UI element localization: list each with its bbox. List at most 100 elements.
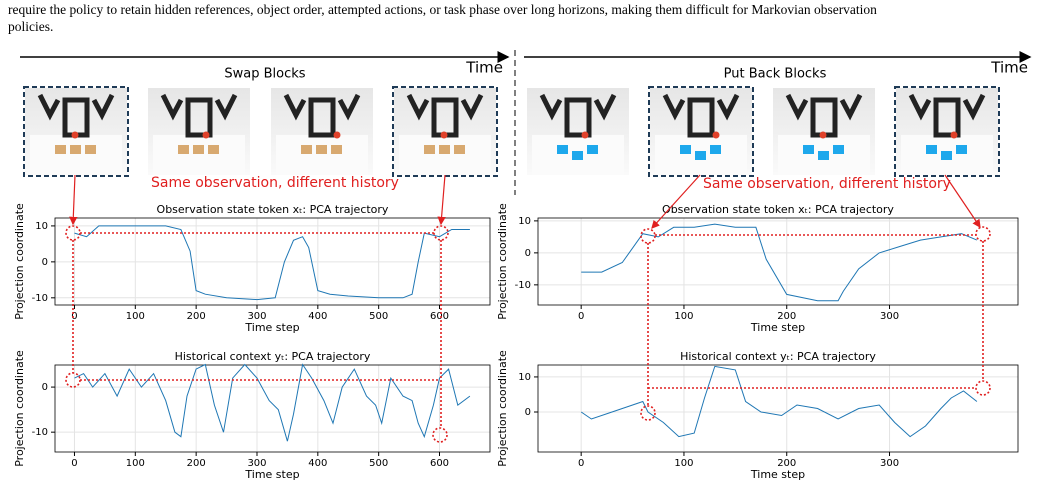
x-tick-label: 0 (71, 458, 77, 469)
x-tick-label: 100 (126, 458, 145, 469)
block (572, 151, 583, 160)
x-tick-label: 300 (247, 458, 266, 469)
chart-title: Observation state token xₜ: PCA trajecto… (157, 203, 389, 216)
x-tick-label: 300 (880, 458, 899, 469)
series-line (74, 225, 470, 301)
y-axis-label: Projection coordinate (496, 350, 509, 467)
robot (662, 93, 740, 138)
y-tick-label: 10 (518, 372, 531, 383)
x-tick-label: 500 (369, 458, 388, 469)
x-tick-label: 200 (187, 458, 206, 469)
plot-frame (537, 217, 1019, 306)
x-tick-label: 400 (308, 311, 327, 322)
x-tick-label: 300 (880, 311, 899, 322)
y-tick-label: 10 (518, 216, 531, 227)
block (956, 145, 967, 154)
ball (819, 131, 827, 139)
series-line (581, 223, 978, 302)
time-label: Time (465, 59, 503, 77)
x-axis-label: Time step (750, 468, 805, 481)
block (178, 145, 189, 154)
ball (440, 131, 448, 139)
block (439, 145, 450, 154)
y-axis-label: Projection coordinate (13, 203, 26, 320)
block (331, 145, 342, 154)
block (85, 145, 96, 154)
ball (333, 131, 341, 139)
x-axis-label: Time step (244, 321, 299, 334)
frame (648, 86, 754, 177)
block (710, 145, 721, 154)
time-label: Time (990, 59, 1028, 77)
x-tick-label: 100 (674, 311, 693, 322)
block (454, 145, 465, 154)
ball (712, 131, 720, 139)
x-tick-label: 400 (308, 458, 327, 469)
frame (894, 86, 1000, 177)
table (153, 135, 245, 175)
chart-title: Historical context yₜ: PCA trajectory (680, 350, 876, 363)
y-tick-label: -10 (32, 427, 48, 438)
y-tick-label: 0 (42, 257, 48, 268)
block (680, 145, 691, 154)
plot-frame (537, 364, 1019, 453)
robot (406, 93, 484, 138)
ball (71, 131, 79, 139)
robot (539, 93, 617, 138)
y-tick-label: 0 (42, 382, 48, 393)
x-tick-label: 600 (430, 311, 449, 322)
block (208, 145, 219, 154)
y-axis-label: Projection coordinate (13, 350, 26, 467)
x-tick-label: 600 (430, 458, 449, 469)
annotation: Same observation, different history (703, 176, 951, 192)
plot-frame (54, 364, 491, 453)
table (30, 135, 122, 175)
block (55, 145, 66, 154)
annotation: Same observation, different history (151, 175, 399, 191)
block (587, 145, 598, 154)
highlights (65, 174, 991, 443)
chart-title: Historical context yₜ: PCA trajectory (175, 350, 371, 363)
block (316, 145, 327, 154)
robot (908, 93, 986, 138)
x-tick-label: 0 (578, 458, 584, 469)
x-tick-label: 100 (126, 311, 145, 322)
block (926, 145, 937, 154)
robot (283, 93, 361, 138)
block (833, 145, 844, 154)
x-tick-label: 200 (777, 458, 796, 469)
ball (202, 131, 210, 139)
x-tick-label: 300 (247, 311, 266, 322)
x-tick-label: 100 (674, 458, 693, 469)
series-line (580, 365, 978, 438)
block (941, 151, 952, 160)
table (276, 135, 368, 175)
x-axis-label: Time step (750, 321, 805, 334)
block (818, 151, 829, 160)
caption-line: policies. (8, 19, 53, 34)
panel-title: Put Back Blocks (724, 67, 827, 82)
y-tick-label: 0 (525, 248, 531, 259)
robot-images (23, 86, 1000, 177)
frame (23, 86, 129, 177)
x-tick-label: 0 (578, 311, 584, 322)
block (424, 145, 435, 154)
table (399, 135, 491, 175)
block (557, 145, 568, 154)
x-axis-label: Time step (244, 468, 299, 481)
y-tick-label: 10 (35, 221, 48, 232)
robot (37, 93, 115, 138)
x-tick-label: 200 (187, 311, 206, 322)
block (70, 145, 81, 154)
y-tick-label: -10 (32, 293, 48, 304)
x-tick-label: 200 (777, 311, 796, 322)
block (301, 145, 312, 154)
ball (950, 131, 958, 139)
robot (160, 93, 238, 138)
block (193, 145, 204, 154)
y-axis-label: Projection coordinate (496, 203, 509, 320)
x-tick-label: 500 (369, 311, 388, 322)
x-tick-label: 0 (71, 311, 77, 322)
robot (785, 93, 863, 138)
